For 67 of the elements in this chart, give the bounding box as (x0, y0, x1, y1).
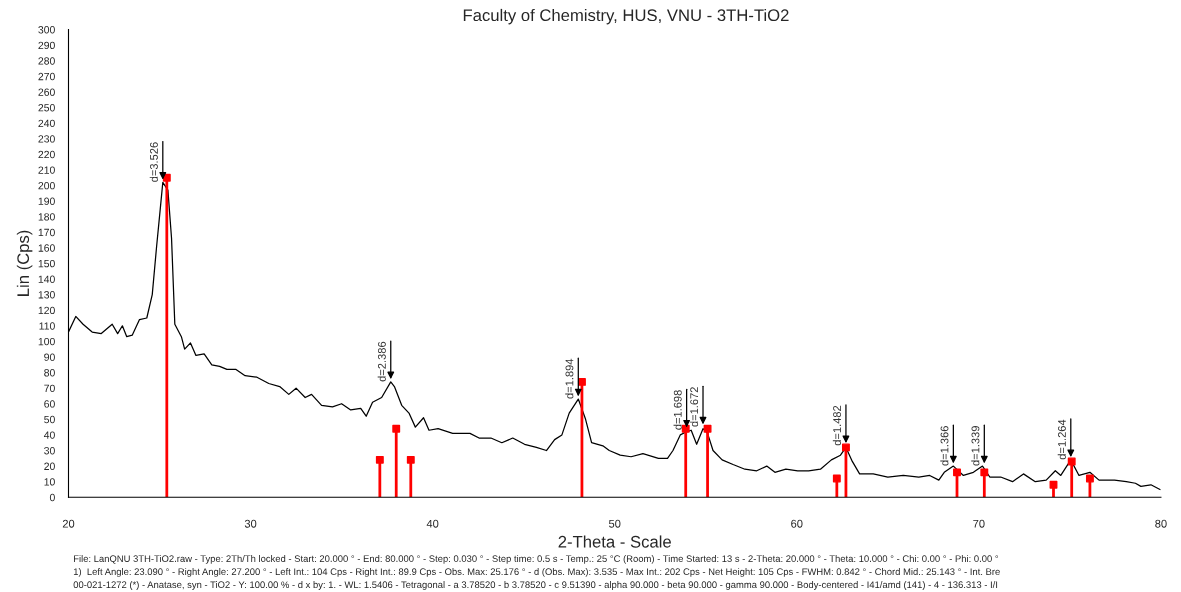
x-tick-label: 20 (62, 519, 75, 528)
point (375, 455, 384, 464)
point (406, 455, 415, 464)
y-tick-label: 120 (38, 306, 55, 315)
point (577, 377, 586, 386)
y-tick-label: 140 (38, 275, 55, 283)
x-tick-label: 60 (791, 519, 803, 528)
text: 1) Left Angle: 23.090 ° - Right Angle: 27.200 ° - Left Int.: 104 Cps - Right Int.: 89.9 Cps - Obs. Max: 25.176 ° - d (Obs. Max): 3.535 - Max Int.: 202 Cps - Net Height: 105 Cps - FWHM: 0.842 ° - Chord Mid.: 25.143 ° - Int. Bre (73, 568, 1000, 577)
y-tick-label: 170 (38, 228, 55, 237)
text: File: LanQNU 3TH-TiO2.raw - Type: 2Th/Th locked - Start: 20.000 ° - End: 80.000 ° - Step: 0.030 ° - Step time: 0.5 s - Temp.: 25 °C (Room) - Time Started: 13 s - 2-Theta: 20.000 ° - Theta: 10.000 ° - Chi: 0.00 ° - Phi: 0.00 ° (74, 555, 999, 564)
y-tick-label: 10 (44, 478, 55, 486)
y-tick-label: 260 (38, 88, 55, 96)
x-tick-label: 40 (426, 519, 439, 528)
point (392, 424, 401, 433)
point (953, 468, 961, 477)
annotation: d=3.526 (149, 142, 158, 182)
y-tick-label: 250 (38, 104, 55, 112)
point (832, 474, 841, 483)
annotation: d=1.366 (940, 426, 949, 466)
x-axis-title: 2-Theta - Scale (558, 535, 671, 548)
annotation: d=2.386 (377, 341, 386, 382)
y-tick-label: 200 (38, 181, 55, 190)
point (1067, 457, 1076, 466)
y-tick-label: 100 (38, 337, 55, 346)
annotation: d=1.894 (565, 358, 574, 399)
point (681, 424, 690, 433)
x-tick-label: 30 (244, 519, 257, 528)
annotation: d=1.339 (971, 426, 980, 466)
y-tick-label: 70 (44, 384, 55, 393)
y-tick-label: 40 (43, 431, 55, 439)
y-tick-label: 50 (44, 415, 55, 424)
annotation: d=1.482 (832, 405, 842, 446)
y-tick-label: 210 (38, 166, 55, 174)
y-tick-label: 20 (44, 462, 55, 470)
y-tick-label: 300 (38, 26, 55, 34)
y-tick-label: 290 (38, 41, 55, 50)
point (1085, 474, 1094, 483)
y-tick-label: 270 (38, 72, 55, 81)
y-tick-label: 110 (39, 322, 55, 330)
y-tick-label: 90 (44, 353, 55, 361)
y-tick-label: 160 (38, 244, 55, 252)
point (703, 424, 712, 433)
point (1049, 480, 1058, 489)
y-axis-title: Lin (Cps) (16, 230, 33, 296)
chart-title: Faculty of Chemistry, HUS, VNU - 3TH-TiO2 (463, 8, 789, 25)
y-tick-label: 150 (38, 259, 55, 268)
annotation: d=1.672 (689, 387, 699, 427)
y-tick-label: 280 (38, 57, 55, 65)
text: 00-021-1272 (*) - Anatase, syn - TiO2 - Y: 100.00 % - d x by: 1. - WL: 1.5406 - Tetragonal - a 3.78520 - b 3.78520 - c 9.51390 - alpha 90.000 - beta 90.000 - gamma 90.000 - Body-centered - I41/amd (141) - 4 - 136.313 - I/I (73, 581, 998, 590)
y-tick-label: 230 (38, 135, 55, 143)
y-tick-label: 80 (44, 369, 55, 377)
x-tick-label: 80 (1155, 519, 1167, 528)
y-tick-label: 240 (38, 119, 55, 128)
point (980, 468, 989, 477)
y-tick-label: 130 (38, 291, 55, 299)
y-tick-label: 190 (38, 197, 55, 205)
point (841, 443, 850, 452)
y-tick-label: 180 (38, 213, 55, 221)
annotation: d=1.264 (1057, 419, 1066, 460)
annotation: d=1.698 (673, 390, 682, 430)
x-tick-label: 50 (608, 519, 621, 528)
y-tick-label: 0 (49, 493, 55, 502)
y-tick-label: 60 (44, 400, 55, 408)
y-tick-label: 30 (44, 447, 55, 455)
point (162, 173, 171, 182)
y-tick-label: 220 (38, 150, 55, 159)
x-tick-label: 70 (973, 519, 985, 528)
